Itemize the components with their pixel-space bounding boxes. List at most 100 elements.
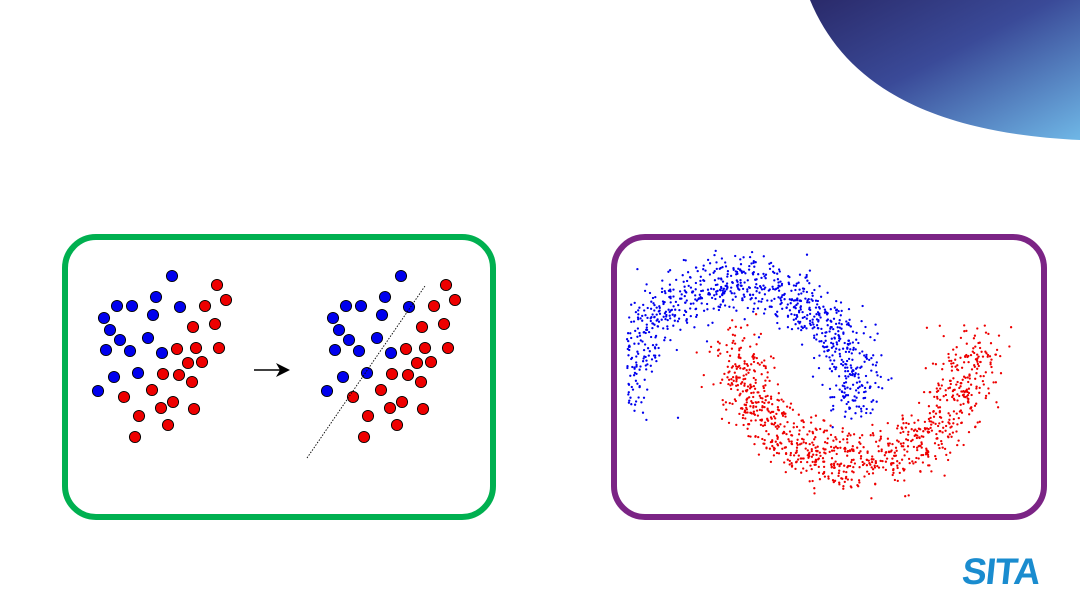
upper-moon-point (721, 280, 725, 283)
upper-moon-point (732, 268, 735, 271)
lower-moon-point (822, 419, 825, 422)
lower-moon-point (797, 413, 800, 416)
lower-moon-point (968, 374, 971, 377)
class-a-point (354, 299, 368, 313)
upper-moon-point (826, 345, 829, 348)
lower-moon-point (896, 464, 899, 467)
upper-moon-point (851, 383, 855, 386)
upper-moon-point (875, 400, 878, 403)
lower-moon-point (771, 444, 774, 448)
lower-moon-point (809, 464, 812, 467)
upper-moon-point (723, 304, 727, 307)
upper-moon-point (799, 299, 802, 302)
class-b-point (410, 356, 424, 370)
upper-moon-point (650, 370, 654, 373)
lower-moon-point (728, 326, 732, 330)
upper-moon-point (642, 357, 645, 360)
upper-moon-point (626, 366, 629, 370)
upper-moon-point (871, 363, 875, 366)
upper-moon-point (776, 321, 779, 325)
lower-moon-point (772, 356, 775, 360)
lower-moon-point (937, 443, 940, 447)
lower-moon-point (834, 460, 837, 463)
lower-moon-point (845, 470, 848, 474)
lower-moon-point (851, 470, 854, 473)
upper-moon-point (852, 348, 855, 351)
upper-moon-point (657, 310, 660, 313)
upper-moon-point (875, 361, 878, 364)
lower-moon-point (959, 336, 963, 340)
upper-moon-point (840, 327, 843, 330)
upper-moon-point (861, 350, 864, 353)
upper-moon-point (822, 341, 826, 344)
lower-moon-point (928, 420, 931, 423)
class-b-point (212, 341, 226, 355)
class-b-point (416, 402, 430, 416)
upper-moon-point (628, 348, 631, 352)
lower-moon-point (927, 405, 931, 408)
lower-moon-point (907, 494, 910, 497)
upper-moon-point (763, 287, 766, 291)
lower-moon-point (842, 470, 845, 473)
lower-moon-point (767, 410, 770, 413)
lower-moon-point (877, 450, 880, 453)
upper-moon-point (847, 307, 851, 311)
class-b-point (383, 401, 397, 415)
class-a-point (352, 344, 366, 358)
lower-moon-point (795, 460, 798, 463)
lower-moon-point (947, 387, 950, 390)
upper-moon-point (739, 281, 742, 284)
lower-moon-point (790, 442, 793, 445)
lower-moon-point (925, 427, 929, 430)
class-b-point (219, 293, 233, 307)
lower-moon-point (746, 397, 749, 400)
lower-moon-point (846, 478, 850, 481)
lower-moon-point (963, 324, 966, 327)
lower-moon-point (846, 449, 850, 453)
class-a-point (123, 344, 137, 358)
lower-moon-point (788, 406, 792, 409)
upper-moon-point (819, 316, 822, 319)
lower-moon-point (768, 379, 771, 383)
lower-moon-point (761, 437, 764, 441)
lower-moon-point (695, 351, 698, 354)
lower-moon-point (933, 442, 937, 445)
lower-moon-point (789, 451, 793, 455)
upper-moon-point (829, 327, 832, 330)
lower-moon-point (745, 408, 749, 411)
class-b-point (170, 342, 184, 356)
lower-moon-point (814, 458, 818, 461)
upper-moon-point (872, 354, 875, 357)
upper-moon-point (842, 331, 845, 334)
lower-moon-point (764, 384, 767, 387)
upper-moon-point (752, 271, 755, 274)
upper-moon-point (767, 289, 770, 292)
upper-moon-point (832, 404, 835, 408)
lower-moon-point (797, 454, 800, 457)
lower-moon-point (962, 443, 965, 447)
upper-moon-point (719, 277, 723, 280)
lower-moon-point (949, 382, 952, 386)
lower-moon-point (931, 362, 935, 365)
lower-moon-point (906, 450, 909, 453)
upper-moon-point (637, 309, 640, 312)
upper-moon-point (877, 385, 880, 389)
lower-moon-point (725, 408, 728, 411)
class-b-point (427, 299, 441, 313)
lower-moon-point (938, 406, 942, 409)
upper-moon-point (754, 278, 757, 281)
lower-moon-point (895, 449, 898, 452)
lower-moon-point (906, 433, 910, 436)
lower-moon-point (962, 402, 965, 406)
lower-moon-point (912, 445, 916, 449)
upper-moon-point (689, 286, 693, 289)
upper-moon-point (809, 308, 812, 312)
upper-moon-point (712, 307, 715, 310)
lower-moon-point (743, 382, 746, 385)
upper-moon-point (837, 334, 840, 337)
lower-moon-point (946, 458, 950, 462)
upper-moon-point (834, 332, 837, 336)
lower-moon-point (750, 385, 753, 388)
lower-moon-point (897, 440, 900, 443)
lower-moon-point (731, 319, 734, 322)
